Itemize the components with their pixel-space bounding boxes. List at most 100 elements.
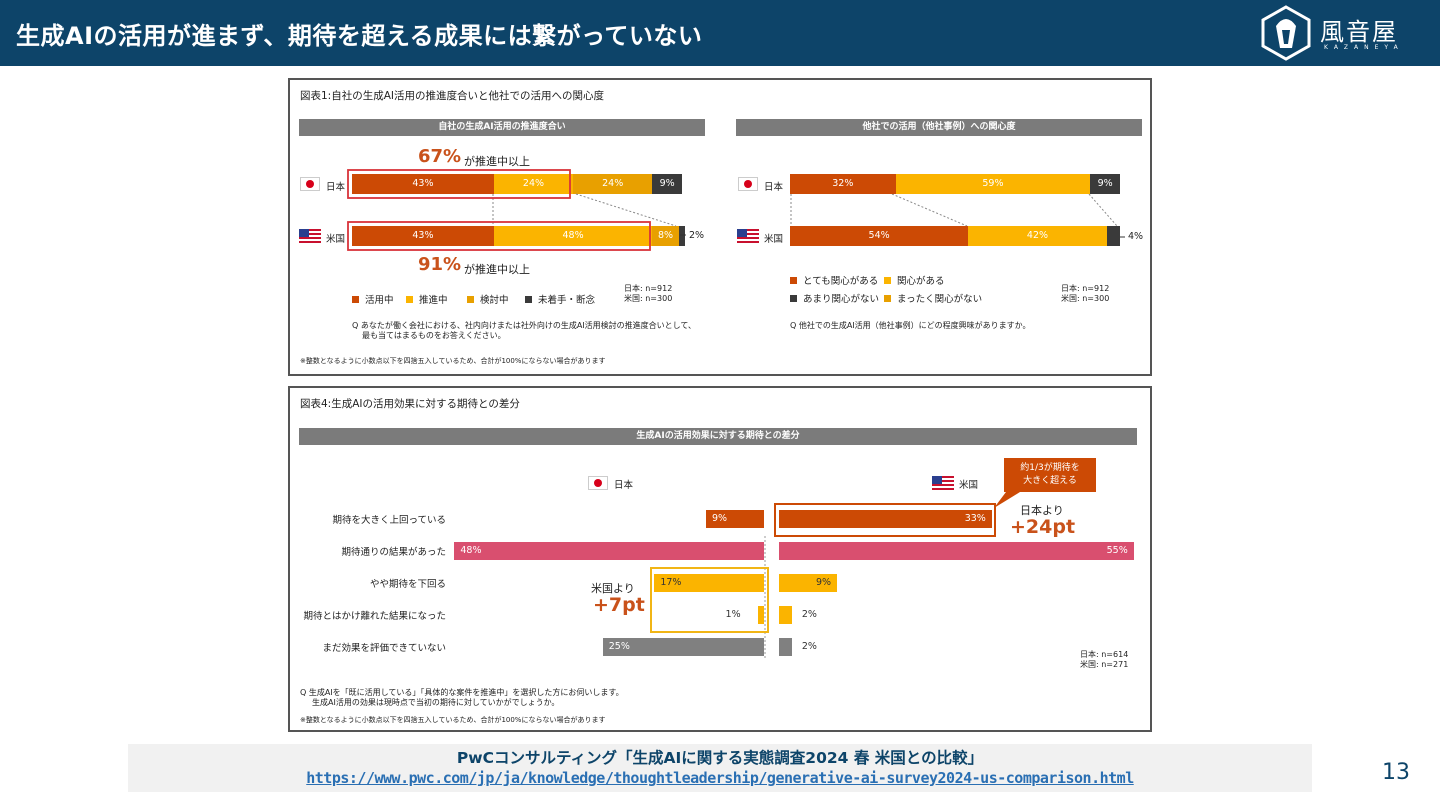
fig2-us-bar: 55% [779,542,1134,560]
stacked-bar-segment: 9% [1090,174,1120,194]
fig2-jp-bar: 48% [454,542,764,560]
fig1-left-band: 自社の生成AI活用の推進度合い [299,119,705,136]
fig1-top-callout-text: が推進中以上 [464,155,530,168]
fig1-right-n-jp: 日本: n=912 [1061,284,1110,293]
us-flag-icon [737,229,759,243]
slide-title: 生成AIの活用が進まず、期待を超える成果には繋がっていない [16,22,703,50]
fig2-us-diff-label: 日本より [1020,504,1064,517]
page-number: 13 [1382,760,1410,785]
fig1-left-n-jp: 日本: n=912 [624,284,673,293]
fig2-n-jp: 日本: n=614 [1080,650,1129,659]
logo-subtext: KAZANEYA [1324,44,1404,51]
fig2-n-us: 米国: n=271 [1080,660,1129,669]
fig2-jp-value: 48% [460,545,482,556]
legend-label: 推進中 [419,295,448,306]
fig2-overlay [650,492,1020,660]
legend-katsuyo: 活用中 [352,292,394,306]
fig2-jp-value: 17% [660,577,682,588]
fig2-jp-diff: +7pt [593,594,645,616]
fig2-us-value: 2% [801,609,817,620]
fig1-bottom-callout-pct: 91% [418,254,462,275]
fig1-left-n-us: 米国: n=300 [624,294,673,303]
figure1-title: 図表1:自社の生成AI活用の推進度合いと他社での活用への関心度 [300,90,604,102]
fig1-right-n-us: 米国: n=300 [1061,294,1110,303]
fig1-note: ※整数となるように小数点以下を四捨五入しているため、合計が100%にならない場合… [300,357,606,365]
legend-label: とても関心がある [803,276,879,287]
fig1-right-band: 他社での活用（他社事例）への関心度 [736,119,1142,136]
fig2-us-diff: +24pt [1010,516,1076,538]
fig1-left-us-outside-label: 2% [689,230,705,241]
fig2-jp-bar: 9% [705,510,764,528]
us-flag-icon [932,476,954,490]
fig2-us-value: 2% [801,641,817,652]
stacked-bar-segment: 54% [790,226,969,246]
stacked-bar-segment: 24% [493,174,574,194]
stacked-bar-segment: 24% [573,174,653,194]
fig2-jp-bar: 17% [654,574,764,592]
fig2-row-label: 期待を大きく上回っている [332,515,446,526]
stacked-bar-segment: 48% [493,226,653,246]
kazaneya-logo: 風音屋 KAZANEYA [1258,4,1428,62]
legend-swatch [790,277,797,284]
fig2-jp-diff-label: 米国より [591,582,635,595]
source-link[interactable]: https://www.pwc.com/jp/ja/knowledge/thou… [306,769,1134,787]
stacked-bar-segment [678,226,686,246]
fig2-question-2: 生成AI活用の効果は現時点で当初の期待に対していかがでしょうか。 [312,698,560,707]
stacked-bar-segment: 32% [790,174,896,194]
legend-swatch [467,296,474,303]
stacked-bar-segment: 9% [652,174,682,194]
legend-swatch [884,295,891,302]
legend-label: 活用中 [365,295,394,306]
legend-label: 検討中 [480,295,509,306]
stacked-bar-segment: 43% [352,174,494,194]
legend-swatch [525,296,532,303]
fig1-right-question: Q 他社での生成AI活用（他社事例）にどの程度興味がありますか。 [790,321,1031,330]
japan-flag-icon [738,177,758,191]
fig1-left-jp-label: 日本 [326,182,346,193]
logo-text: 風音屋 [1320,18,1398,46]
figure2-panel: 図表4:生成AIの活用効果に対する期待との差分 生成AIの活用効果に対する期待と… [288,386,1152,732]
fig1-left-question-2: 最も当てはまるものをお答えください。 [362,331,506,340]
fig1-bottom-callout-text: が推進中以上 [464,263,530,276]
kazaneya-logo-icon [1261,5,1311,61]
fig2-jp-bar: 25% [602,638,764,656]
fig2-row-label: やや期待を下回る [369,579,446,590]
fig2-question-1: Q 生成AIを「既に活用している」「具体的な案件を推進中」を選択した方にお伺いし… [300,688,624,697]
fig2-jp-bar [757,606,764,624]
fig2-callout-box: 約1/3が期待を 大きく超える [1004,458,1096,492]
legend-swatch [884,277,891,284]
fig1-connectors [347,169,1125,251]
fig2-us-value: 55% [1106,545,1128,556]
fig1-left-question-1: Q あなたが働く会社における、社内向けまたは社外向けの生成AI活用検討の推進度合… [352,321,697,330]
legend-swatch [406,296,413,303]
fig2-us-bar [779,638,792,656]
source-title: PwCコンサルティング「生成AIに関する実態調査2024 春 米国との比較」 [456,749,984,767]
legend-label: 未着手・断念 [538,295,596,306]
fig2-jp-label: 日本 [614,480,634,491]
fig2-us-value: 33% [964,513,986,524]
figure1-panel: 図表1:自社の生成AI活用の推進度合いと他社での活用への関心度 自社の生成AI活… [288,78,1152,376]
legend-michakushu: 未着手・断念 [525,292,595,306]
fig2-us-value: 9% [815,577,832,588]
japan-flag-icon [300,177,320,191]
header-bar: 生成AIの活用が進まず、期待を超える成果には繋がっていない 風音屋 KAZANE… [0,0,1440,66]
fig2-us-label: 米国 [959,480,979,491]
figure2-title: 図表4:生成AIの活用効果に対する期待との差分 [300,398,520,410]
legend-totemo: とても関心がある [790,273,878,287]
fig2-us-bar: 9% [779,574,838,592]
stacked-bar-segment: 8% [652,226,679,246]
fig2-jp-value: 9% [711,513,728,524]
fig1-right-us-label: 米国 [764,234,784,245]
fig2-row-label: 期待通りの結果があった [341,547,446,558]
japan-flag-icon [588,476,608,490]
fig2-us-bar: 33% [779,510,992,528]
fig2-band: 生成AIの活用効果に対する期待との差分 [299,428,1137,445]
legend-swatch [790,295,797,302]
fig2-jp-value: 1% [725,609,741,620]
fig1-right-jp-label: 日本 [764,182,784,193]
fig2-row-label: 期待とはかけ離れた結果になった [303,611,446,622]
fig1-top-callout-pct: 67% [418,146,462,167]
stacked-bar-segment: 43% [352,226,494,246]
legend-label: あまり関心がない [803,294,880,305]
legend-kento: 検討中 [467,292,509,306]
